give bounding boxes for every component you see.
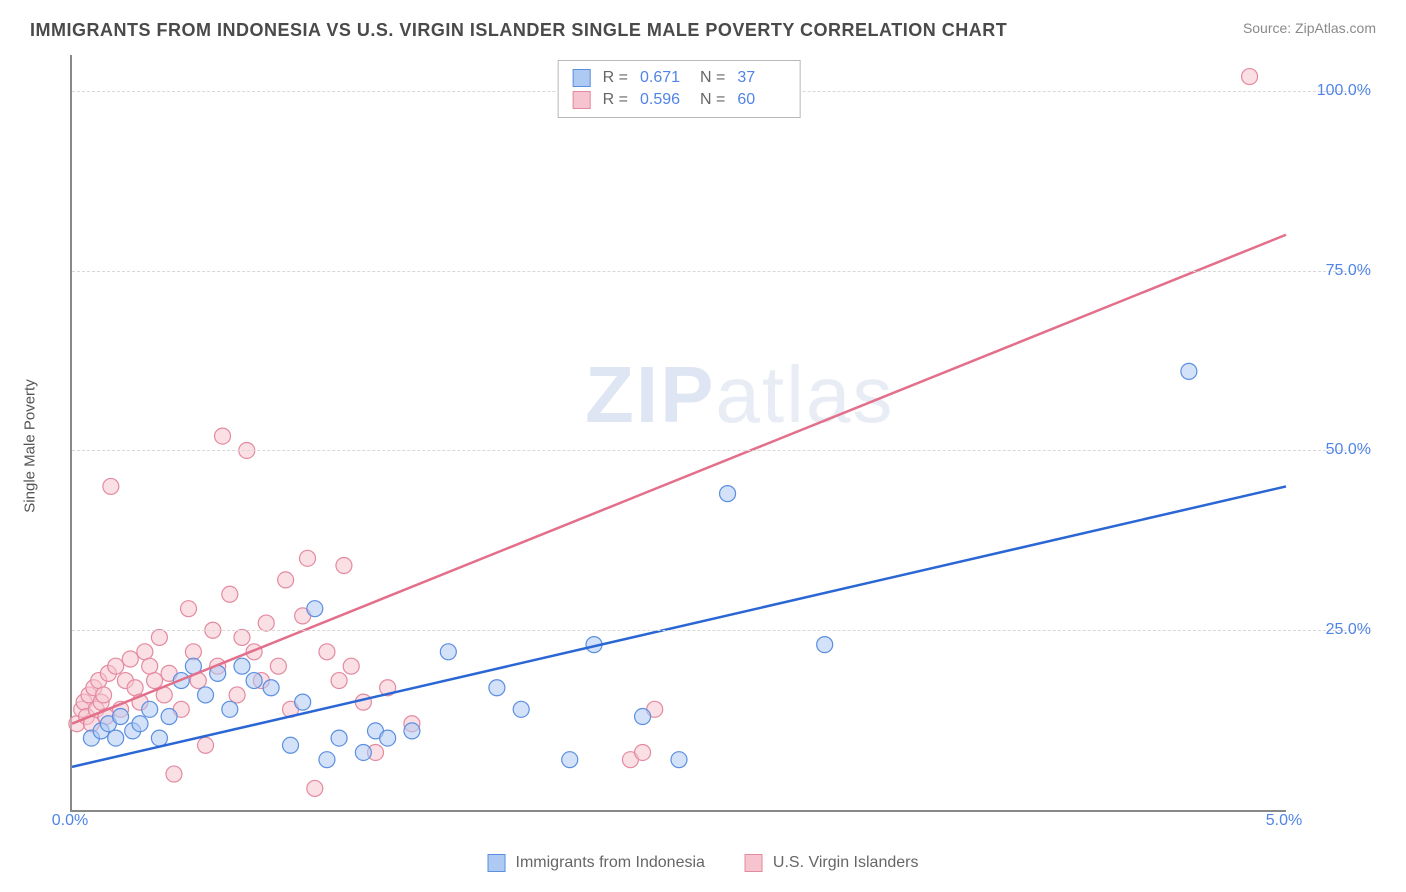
data-point: [331, 673, 347, 689]
data-point: [137, 644, 153, 660]
data-point: [720, 486, 736, 502]
data-point: [198, 737, 214, 753]
data-point: [489, 680, 505, 696]
y-tick-label: 75.0%: [1291, 262, 1371, 280]
data-point: [147, 673, 163, 689]
legend-series: Immigrants from Indonesia U.S. Virgin Is…: [488, 854, 919, 872]
legend-swatch-b: [573, 91, 591, 109]
legend-stats-row-a: R = 0.671 N = 37: [573, 67, 786, 89]
data-point: [671, 752, 687, 768]
data-point: [336, 558, 352, 574]
data-point: [817, 637, 833, 653]
data-point: [263, 680, 279, 696]
legend-swatch-b-icon: [745, 854, 763, 872]
n-value-b: 60: [737, 91, 785, 109]
trend-line: [72, 235, 1286, 724]
data-point: [185, 644, 201, 660]
data-point: [562, 752, 578, 768]
data-point: [319, 644, 335, 660]
data-point: [234, 629, 250, 645]
r-label: R =: [603, 91, 628, 109]
legend-label-a: Immigrants from Indonesia: [516, 854, 705, 872]
x-tick-label: 5.0%: [1266, 812, 1302, 830]
x-tick-label: 0.0%: [52, 812, 88, 830]
chart-area: Single Male Poverty ZIPatlas R = 0.671 N…: [40, 55, 1376, 837]
data-point: [96, 687, 112, 703]
n-label: N =: [700, 91, 725, 109]
data-point: [198, 687, 214, 703]
x-axis: 0.0%5.0%: [70, 812, 1286, 842]
legend-swatch-a: [573, 69, 591, 87]
data-point: [440, 644, 456, 660]
data-point: [113, 709, 129, 725]
data-point: [404, 723, 420, 739]
r-value-b: 0.596: [640, 91, 688, 109]
data-point: [142, 701, 158, 717]
data-point: [270, 658, 286, 674]
y-tick-label: 50.0%: [1291, 441, 1371, 459]
data-point: [307, 780, 323, 796]
chart-title: IMMIGRANTS FROM INDONESIA VS U.S. VIRGIN…: [30, 20, 1007, 41]
data-point: [355, 744, 371, 760]
data-point: [295, 694, 311, 710]
data-point: [283, 737, 299, 753]
legend-stats-row-b: R = 0.596 N = 60: [573, 89, 786, 111]
data-point: [222, 586, 238, 602]
data-point: [103, 478, 119, 494]
data-point: [246, 673, 262, 689]
r-value-a: 0.671: [640, 69, 688, 87]
data-point: [132, 716, 148, 732]
legend-label-b: U.S. Virgin Islanders: [773, 854, 919, 872]
source-label: Source: ZipAtlas.com: [1243, 20, 1376, 36]
legend-swatch-a-icon: [488, 854, 506, 872]
data-point: [215, 428, 231, 444]
data-point: [331, 730, 347, 746]
data-point: [380, 730, 396, 746]
data-point: [151, 730, 167, 746]
data-point: [122, 651, 138, 667]
legend-item-b: U.S. Virgin Islanders: [745, 854, 919, 872]
n-value-a: 37: [737, 69, 785, 87]
data-point: [343, 658, 359, 674]
data-point: [229, 687, 245, 703]
data-point: [635, 709, 651, 725]
legend-stats: R = 0.671 N = 37 R = 0.596 N = 60: [558, 60, 801, 118]
data-point: [142, 658, 158, 674]
data-point: [151, 629, 167, 645]
data-point: [127, 680, 143, 696]
data-point: [166, 766, 182, 782]
data-point: [181, 601, 197, 617]
data-point: [234, 658, 250, 674]
trend-line: [72, 486, 1286, 766]
data-point: [1181, 363, 1197, 379]
y-tick-label: 100.0%: [1291, 82, 1371, 100]
data-point: [355, 694, 371, 710]
data-point: [108, 658, 124, 674]
plot-svg: [72, 55, 1286, 810]
data-point: [319, 752, 335, 768]
y-axis-label: Single Male Poverty: [22, 379, 39, 512]
data-point: [300, 550, 316, 566]
legend-item-a: Immigrants from Indonesia: [488, 854, 705, 872]
data-point: [258, 615, 274, 631]
y-tick-label: 25.0%: [1291, 621, 1371, 639]
data-point: [1242, 69, 1258, 85]
r-label: R =: [603, 69, 628, 87]
data-point: [278, 572, 294, 588]
data-point: [307, 601, 323, 617]
data-point: [635, 744, 651, 760]
plot-region: ZIPatlas R = 0.671 N = 37 R = 0.596 N = …: [70, 55, 1286, 812]
data-point: [108, 730, 124, 746]
data-point: [161, 709, 177, 725]
data-point: [222, 701, 238, 717]
data-point: [513, 701, 529, 717]
n-label: N =: [700, 69, 725, 87]
